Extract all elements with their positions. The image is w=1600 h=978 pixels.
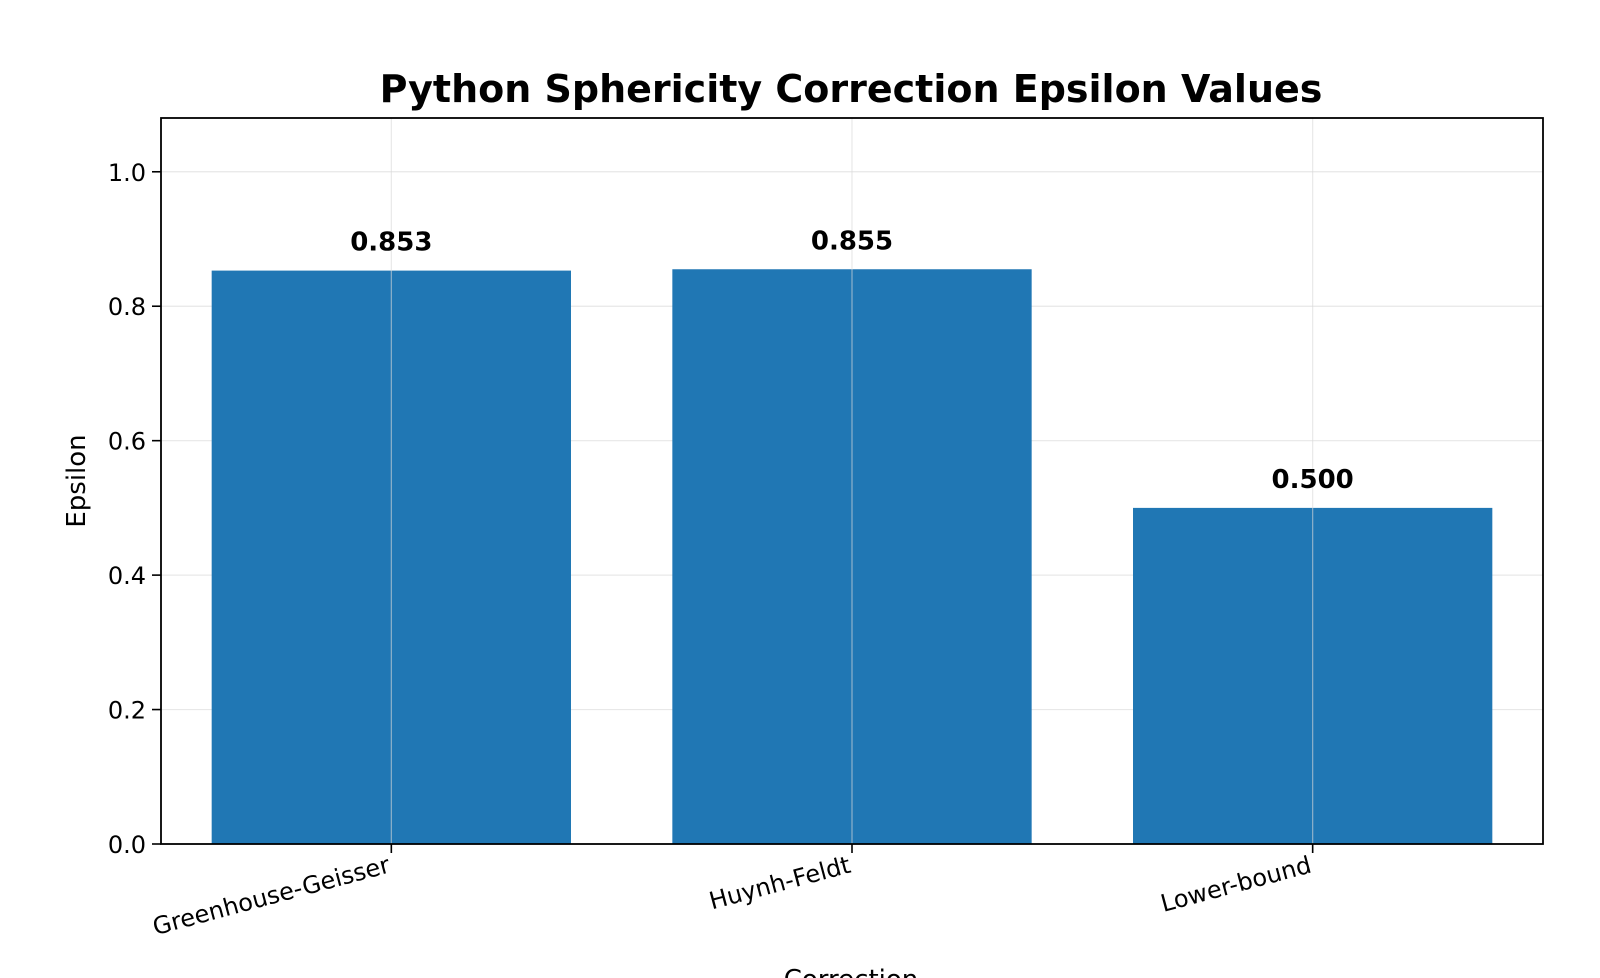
x-tick-label: Lower-bound — [1158, 851, 1315, 918]
y-tick-label: 1.0 — [108, 159, 146, 187]
x-axis-label: Correction — [784, 965, 919, 978]
bar-value-label: 0.500 — [1272, 465, 1354, 495]
chart-title: Python Sphericity Correction Epsilon Val… — [380, 67, 1323, 111]
bar-value-label: 0.853 — [350, 228, 432, 258]
vertical-grid-lines — [390, 118, 1314, 844]
y-axis-label: Epsilon — [62, 434, 92, 527]
y-tick-label: 0.0 — [108, 831, 146, 859]
bar-value-labels: 0.853 0.855 0.500 — [350, 226, 1354, 495]
x-tick-label: Huynh-Feldt — [706, 851, 853, 916]
x-tick-label: Greenhouse-Geisser — [150, 851, 393, 941]
x-axis-ticks: Greenhouse-Geisser Huynh-Feldt Lower-bound — [150, 844, 1315, 941]
bar-value-label: 0.855 — [811, 226, 893, 256]
y-axis-ticks: 0.0 0.2 0.4 0.6 0.8 1.0 — [108, 159, 161, 859]
y-tick-label: 0.8 — [108, 293, 146, 321]
y-tick-label: 0.6 — [108, 428, 146, 456]
y-tick-label: 0.4 — [108, 562, 146, 590]
y-tick-label: 0.2 — [108, 697, 146, 725]
